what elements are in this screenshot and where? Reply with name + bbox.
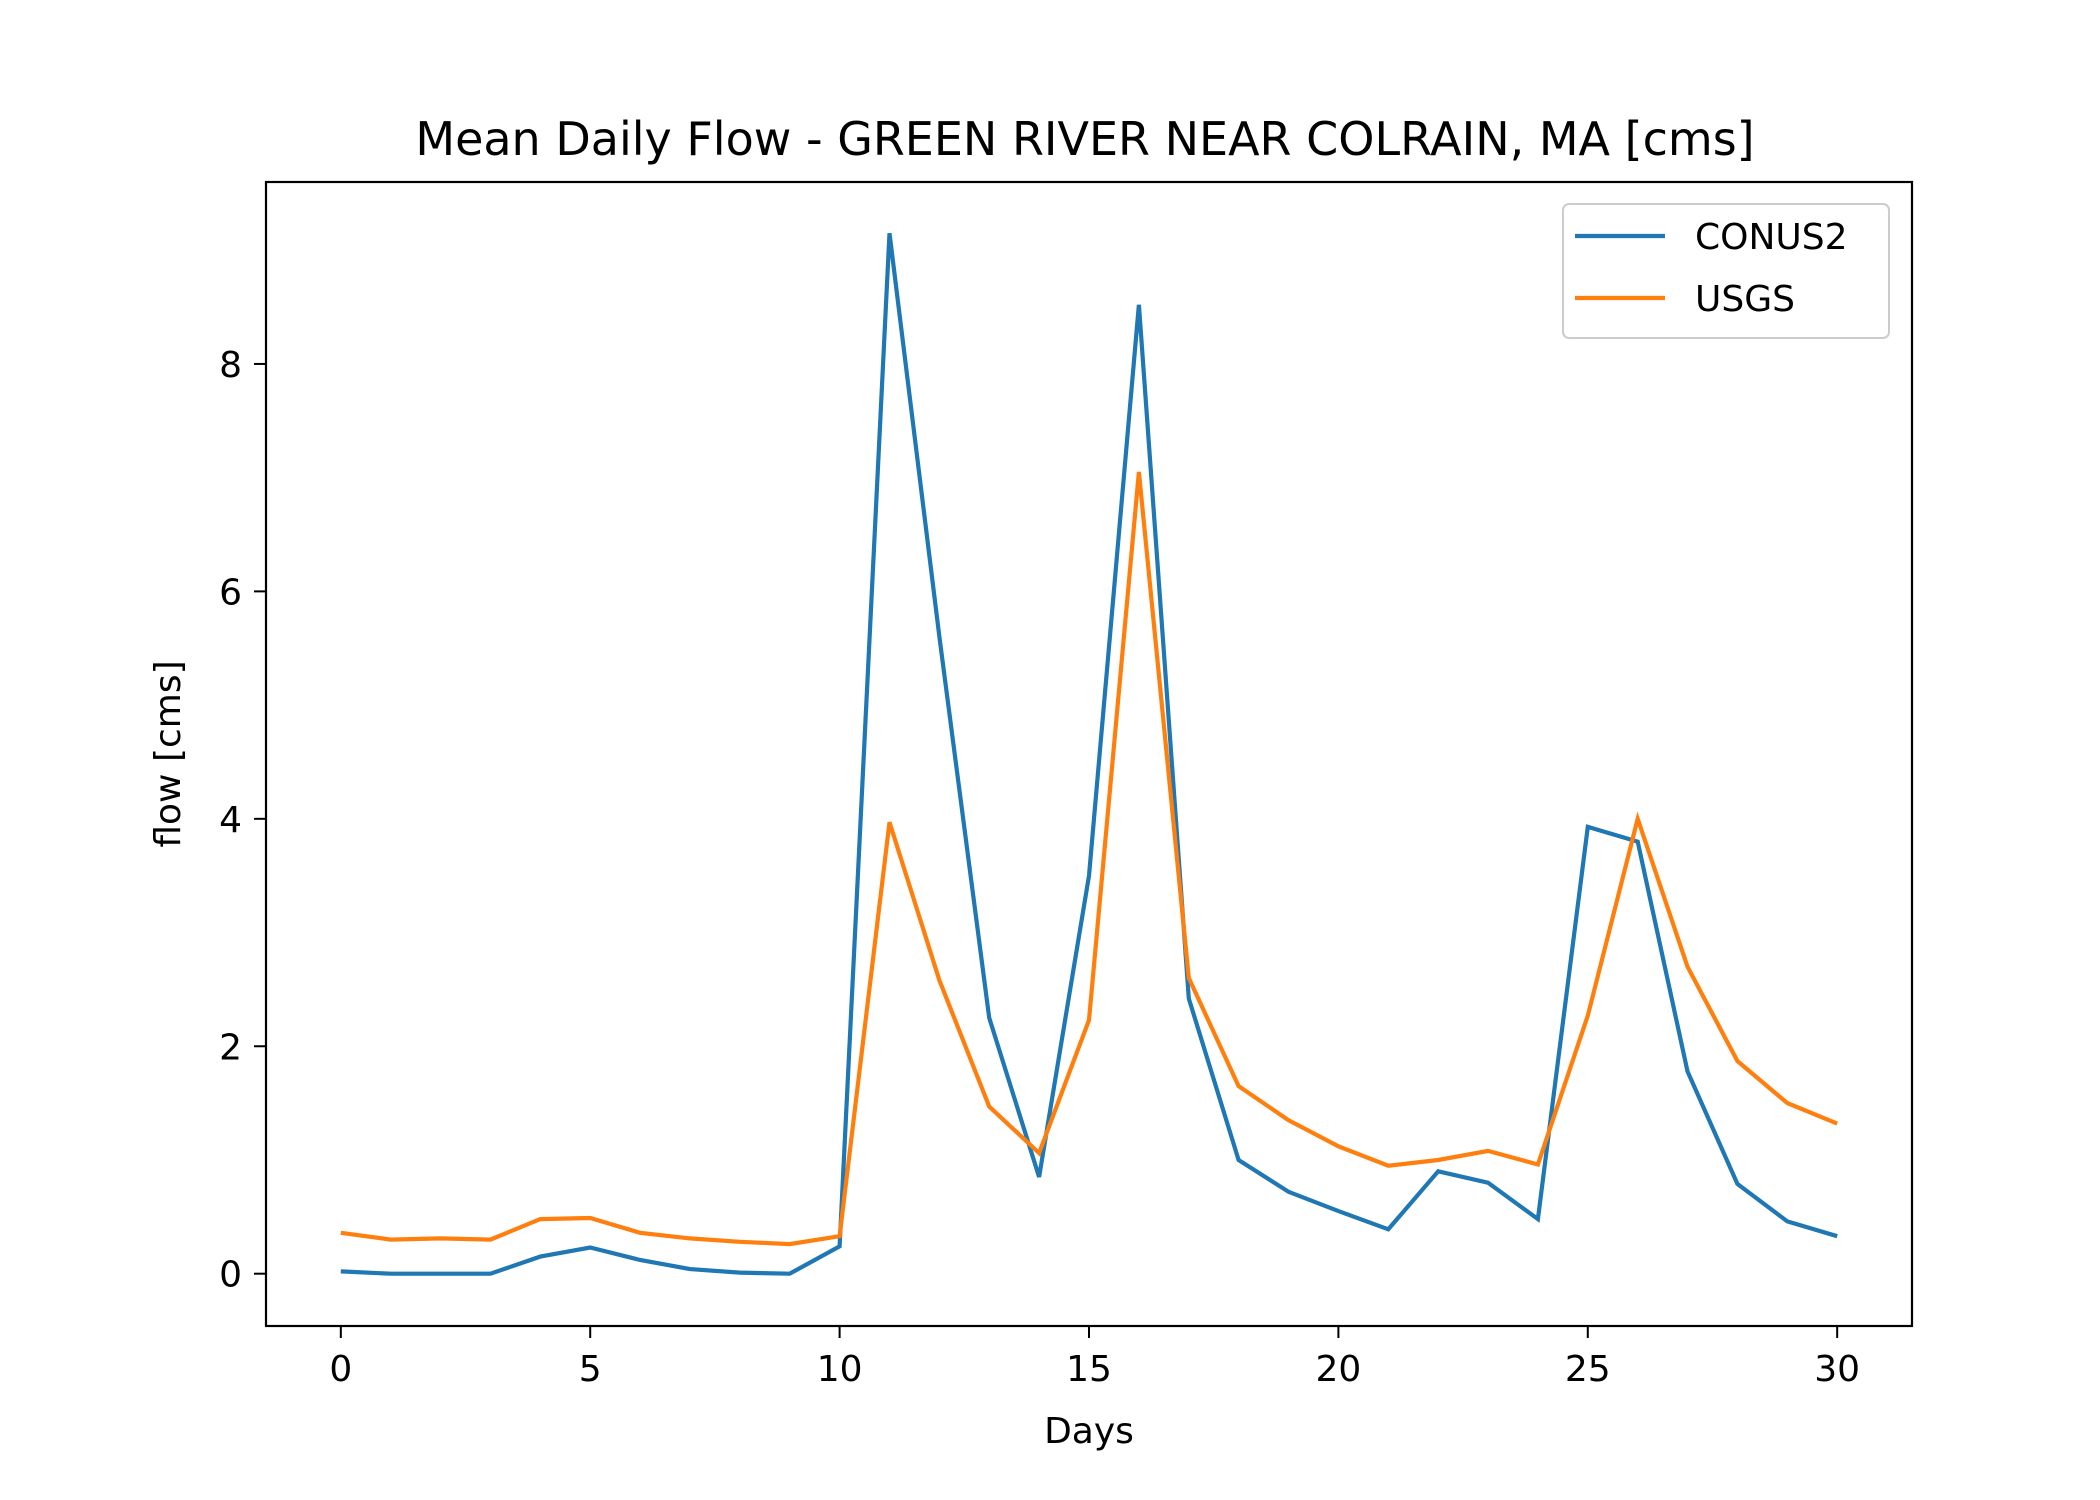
x-tick-label: 30: [1814, 1349, 1860, 1390]
legend: CONUS2 USGS: [1562, 203, 1890, 339]
x-axis-label: Days: [1044, 1411, 1134, 1452]
legend-label-usgs: USGS: [1695, 279, 1795, 320]
x-tick-label: 10: [817, 1349, 863, 1390]
y-axis: 0 2 4 6 8: [219, 345, 266, 1296]
chart-title: Mean Daily Flow - GREEN RIVER NEAR COLRA…: [415, 112, 1754, 166]
y-tick-label: 0: [219, 1255, 242, 1296]
y-tick-label: 2: [219, 1027, 242, 1068]
x-tick-label: 20: [1315, 1349, 1361, 1390]
x-tick-label: 25: [1565, 1349, 1611, 1390]
y-tick-label: 6: [219, 572, 242, 613]
x-tick-label: 0: [329, 1349, 352, 1390]
y-tick-label: 8: [219, 345, 242, 386]
x-tick-label: 15: [1066, 1349, 1112, 1390]
series-layer: [340, 232, 1838, 1276]
y-axis-label: flow [cms]: [148, 660, 189, 847]
legend-label-conus2: CONUS2: [1695, 217, 1848, 258]
series-line-conus2: [340, 232, 1838, 1276]
x-axis: 0 5 10 15 20 25 30: [329, 1326, 1860, 1390]
x-tick-label: 5: [579, 1349, 602, 1390]
y-tick-label: 4: [219, 800, 242, 841]
series-line-usgs: [340, 471, 1838, 1247]
